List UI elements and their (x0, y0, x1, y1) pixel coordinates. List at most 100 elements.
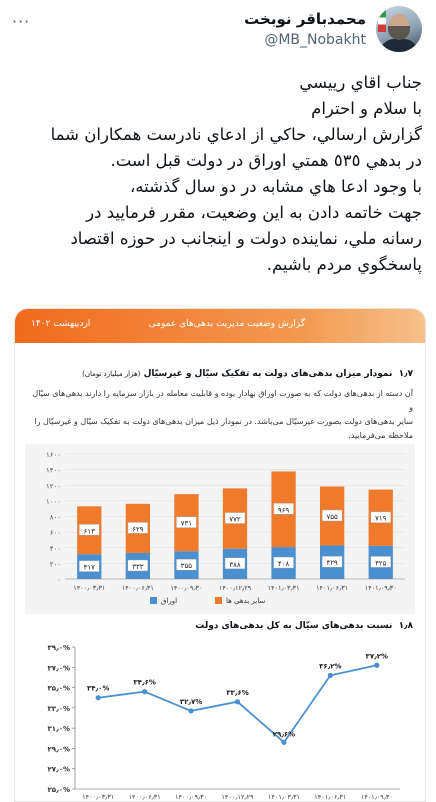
data-label: ۷۳۱ (181, 520, 192, 528)
section1-heading: ۱٫۷ نمودار میزان بدهی‌های دولت به تفکیک … (82, 369, 413, 379)
section1-title: نمودار میزان بدهی‌های دولت به تفکیک سیّا… (143, 369, 393, 379)
data-label: ۴۰۸ (278, 560, 290, 568)
data-label: ۲۹٫۶% (273, 730, 295, 738)
data-point (142, 689, 148, 695)
banner-date: اردیبهشت ۱۴۰۲ (31, 319, 91, 329)
x-tick-label: ۱۴۰۰٫۰۳٫۳۱ (82, 793, 114, 801)
tweet-line: رسانه ملي، نماينده دولت و اينجانب در حوز… (70, 229, 422, 248)
more-dots-icon[interactable]: ··· (12, 12, 31, 31)
data-label: ۳۵۵ (181, 562, 193, 570)
data-label: ۳۲٫۷% (180, 698, 202, 706)
section2-title: نسبت بدهی‌های سیّال به کل بدهی‌های دولت (195, 621, 393, 631)
tweet-line: پاسخگوي مردم باشيم. (266, 255, 422, 274)
data-point (327, 672, 333, 678)
data-label: ۶۲۹ (132, 525, 144, 533)
line-chart-svg: ۲۵٫۰% ۲۷٫۰% ۲۹٫۰% ۳۱٫۰% ۳۳٫۰% ۳۵٫۰% ۳۷٫۰% ۳۹٫۰%… (48, 644, 400, 801)
data-label-box (127, 522, 149, 534)
y-tick-label: ۰ (57, 576, 61, 584)
data-label-box (321, 556, 343, 568)
x-tick-label: ۱۴۰۱٫۰۳٫۳۱ (267, 584, 299, 592)
data-label: ۴۲۹ (327, 559, 339, 567)
y-tick-label: ۳۹٫۰% (48, 644, 70, 652)
stacked-bar-chart-svg: ۰ ۲۰۰ ۴۰۰ ۶۰۰ ۸۰۰ ۱۰۰۰ ۱۲۰۰ ۱۴۰۰ ۱۶۰۰ ۳۱۷ ۶۱۳ ۱۴۰۰٫… (46, 451, 405, 605)
tweet-line: با وجود ادعا هاي مشابه در دو سال گذشته، (129, 177, 422, 196)
data-label: ۳۶٫۲% (319, 662, 341, 670)
section2-number: ۱٫۸ (398, 621, 413, 631)
data-label: ۴۲۵ (375, 559, 387, 567)
line-chart: ۲۵٫۰% ۲۷٫۰% ۲۹٫۰% ۳۱٫۰% ۳۳٫۰% ۳۵٫۰% ۳۷٫۰% ۳۹٫۰%… (25, 639, 415, 801)
data-label-box (370, 556, 391, 568)
tweet-line: با سلام و احترام (311, 99, 422, 118)
y-tick-label: ۳۳٫۰% (48, 705, 70, 713)
data-label-box (79, 560, 100, 572)
data-label-box (79, 524, 100, 536)
data-label: ۳۳٫۶% (226, 689, 248, 697)
y-tick-label: ۱۶۰۰ (46, 451, 61, 459)
x-tick-label: ۱۴۰۰٫۱۲٫۲۹ (219, 584, 252, 592)
y-tick-label: ۲۹٫۰% (48, 745, 70, 753)
data-label-box (273, 556, 294, 569)
avatar[interactable] (376, 6, 422, 52)
data-label: ۳۱۷ (84, 564, 96, 572)
author-handle[interactable]: @MB_Nobakht (264, 32, 366, 48)
tweet-line: جناب اقاي رييسي (299, 73, 422, 92)
x-tick-label: ۱۴۰۱٫۰۶٫۳۱ (316, 584, 348, 592)
tweet-line: گزارش ارسالي، حاكي از ادعاي نادرست همكار… (50, 125, 422, 144)
section2-heading: ۱٫۸ نسبت بدهی‌های سیّال به کل بدهی‌های د… (195, 621, 413, 631)
data-label: ۶۱۳ (84, 527, 96, 535)
legend-swatch (215, 597, 222, 604)
y-tick-label: ۱۰۰۰ (46, 498, 61, 506)
data-label-box (321, 509, 343, 522)
y-tick-label: ۳۵٫۰% (48, 685, 70, 693)
data-label: ۳۳۳ (132, 563, 144, 571)
author-name[interactable]: محمدباقر نوبخت (244, 10, 366, 28)
data-point (188, 708, 194, 714)
y-tick-label: ۱۲۰۰ (46, 482, 61, 490)
attached-image[interactable]: گزارش وضعیت مدیریت بدهی‌های عمومی اردیبه… (14, 308, 426, 802)
data-label: ۳۸۸ (229, 561, 241, 569)
y-tick-label: ۲۷٫۰% (48, 766, 70, 774)
section1-number: ۱٫۷ (398, 369, 413, 379)
data-label-box (176, 516, 197, 528)
x-tick-label: ۱۴۰۰٫۰۳٫۳۱ (73, 584, 105, 592)
legend-label: اوراق (161, 597, 177, 605)
section1-unit: (هزار میلیارد تومان) (82, 370, 141, 378)
data-label: ۹۶۹ (278, 506, 290, 514)
y-tick-label: ۲۰۰ (50, 560, 61, 568)
y-tick-label: ۴۰۰ (50, 545, 61, 553)
legend-label: سایر بدهی ها (226, 597, 265, 605)
data-label: ۳۷٫۲% (366, 652, 388, 660)
data-point (234, 699, 241, 705)
x-tick-label: ۱۴۰۰٫۰۶٫۳۱ (122, 584, 154, 592)
data-label: ۳۴٫۰% (87, 685, 109, 693)
stacked-bar-chart: ۰ ۲۰۰ ۴۰۰ ۶۰۰ ۸۰۰ ۱۰۰۰ ۱۲۰۰ ۱۴۰۰ ۱۶۰۰ ۳۱۷ ۶۱۳ ۱۴۰۰٫… (25, 444, 415, 614)
paragraph-line: آن دسته از بدهی‌های دولت که به صورت اورا… (32, 389, 413, 412)
data-point (95, 695, 101, 701)
section1-paragraph: آن دسته از بدهی‌های دولت که به صورت اورا… (27, 387, 413, 443)
x-tick-label: ۱۴۰۱٫۰۶٫۳۱ (314, 793, 346, 801)
paragraph-line: ملاحظه می‌فرمایید. (348, 431, 413, 440)
y-tick-label: ۱۴۰۰ (46, 467, 61, 475)
data-point (281, 739, 287, 745)
tweet-line: جهت خاتمه دادن به اين وضعيت، مقرر فرمايي… (86, 203, 422, 222)
data-point (374, 662, 380, 668)
flag-icon (378, 10, 386, 32)
x-tick-label: ۱۴۰۱٫۰۳٫۳۱ (268, 793, 300, 801)
tweet-line: در بدهي ٥٣٥ همتي اوراق در دولت قبل است. (110, 151, 422, 170)
y-tick-label: ۳۱٫۰% (48, 725, 70, 733)
document-banner: گزارش وضعیت مدیریت بدهی‌های عمومی اردیبه… (15, 309, 425, 343)
legend-swatch (150, 597, 157, 604)
y-tick-label: ۳۷٫۰% (48, 664, 70, 672)
data-label-box (273, 503, 294, 515)
data-label: ۳۴٫۶% (133, 679, 155, 687)
x-tick-label: ۱۴۰۱٫۰۹٫۳۰ (361, 793, 393, 801)
data-label: ۷۵۵ (327, 513, 339, 521)
x-tick-label: ۱۴۰۰٫۱۲٫۲۹ (221, 793, 254, 801)
data-label-box (224, 512, 246, 524)
tweet-header: محمدباقر نوبخت @MB_Nobakht ··· (0, 0, 436, 62)
x-tick-label: ۱۴۰۰٫۰۶٫۳۱ (129, 793, 161, 801)
banner-title: گزارش وضعیت مدیریت بدهی‌های عمومی (148, 319, 305, 329)
data-label: ۷۱۹ (375, 515, 387, 523)
tweet-text: جناب اقاي رييسي با سلام و احترام گزارش ا… (12, 70, 422, 278)
x-tick-label: ۱۴۰۱٫۰۹٫۳۰ (365, 584, 397, 592)
